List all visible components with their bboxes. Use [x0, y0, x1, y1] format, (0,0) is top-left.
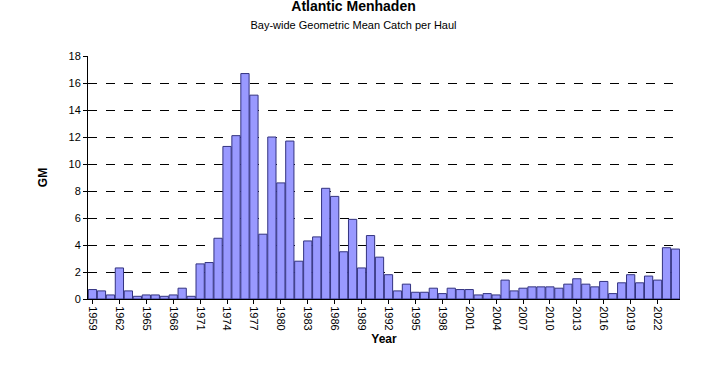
- svg-text:4: 4: [75, 239, 81, 251]
- svg-text:2007: 2007: [517, 306, 529, 330]
- svg-text:GM: GM: [36, 168, 50, 187]
- svg-text:1980: 1980: [275, 306, 287, 330]
- svg-text:1995: 1995: [410, 306, 422, 330]
- svg-text:2013: 2013: [571, 306, 583, 330]
- svg-text:1992: 1992: [383, 306, 395, 330]
- svg-text:10: 10: [69, 158, 81, 170]
- svg-text:Atlantic MenhadenBay-wide Geom: Atlantic MenhadenBay-wide Geometric Mean…: [250, 0, 456, 31]
- svg-text:1971: 1971: [195, 306, 207, 330]
- svg-text:16: 16: [69, 77, 81, 89]
- svg-text:2: 2: [75, 266, 81, 278]
- svg-text:8: 8: [75, 185, 81, 197]
- svg-text:1986: 1986: [329, 306, 341, 330]
- svg-text:1983: 1983: [302, 306, 314, 330]
- svg-text:18: 18: [69, 50, 81, 62]
- svg-text:2022: 2022: [652, 306, 664, 330]
- svg-text:1989: 1989: [356, 306, 368, 330]
- svg-text:2001: 2001: [464, 306, 476, 330]
- svg-text:1968: 1968: [168, 306, 180, 330]
- svg-text:14: 14: [69, 104, 81, 116]
- svg-text:2004: 2004: [491, 306, 503, 330]
- svg-text:1959: 1959: [87, 306, 99, 330]
- svg-text:1962: 1962: [114, 306, 126, 330]
- svg-text:2016: 2016: [598, 306, 610, 330]
- svg-text:1965: 1965: [141, 306, 153, 330]
- svg-text:12: 12: [69, 131, 81, 143]
- svg-text:1998: 1998: [437, 306, 449, 330]
- svg-text:2019: 2019: [625, 306, 637, 330]
- svg-text:2010: 2010: [544, 306, 556, 330]
- svg-text:6: 6: [75, 212, 81, 224]
- svg-text:1974: 1974: [221, 306, 233, 330]
- svg-text:Year: Year: [371, 332, 397, 346]
- svg-text:1977: 1977: [248, 306, 260, 330]
- svg-text:0: 0: [75, 293, 81, 305]
